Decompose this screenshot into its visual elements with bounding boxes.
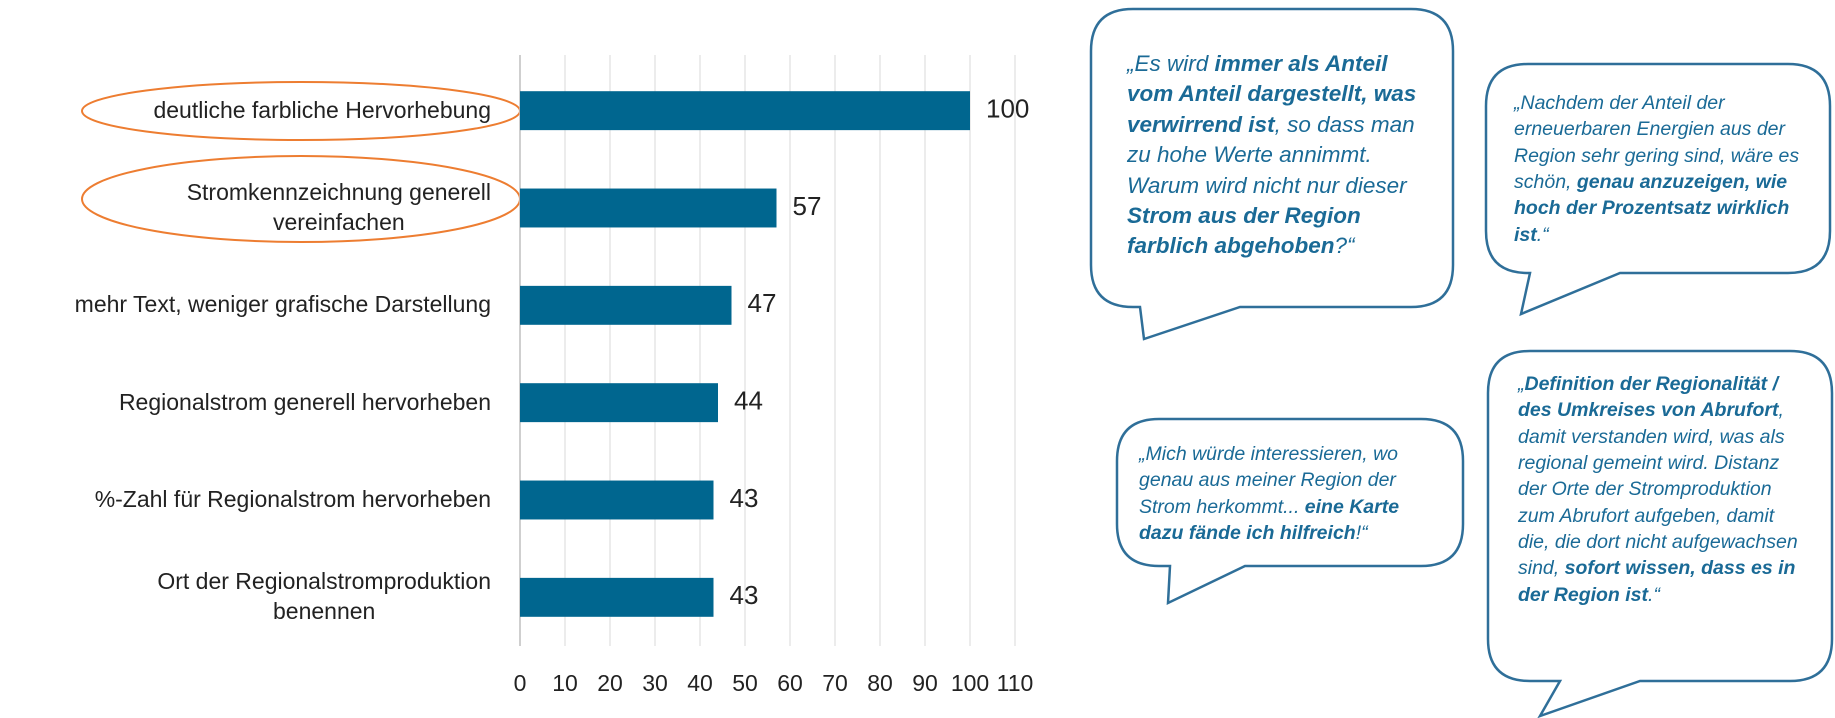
quote-text: .“ [1536, 223, 1549, 246]
x-tick-label: 70 [822, 670, 848, 696]
quote-emphasis: Strom aus der Region farblich abgehoben [1127, 202, 1361, 259]
value-label: 100 [986, 94, 1029, 124]
x-tick-label: 30 [642, 670, 668, 696]
quote-text: , so dass man zu hohe Werte annimmt. War… [1127, 111, 1415, 198]
quote: „Definition der Regionalität / des Umkre… [1518, 371, 1804, 608]
quote: „Mich würde interessieren, wo genau aus … [1139, 441, 1435, 546]
category-label: deutliche farbliche Hervorhebung [153, 96, 491, 123]
x-tick-label: 50 [732, 670, 758, 696]
x-tick-label: 0 [514, 670, 527, 696]
speech-bubble [1115, 417, 1465, 606]
quote-emphasis: Definition der Regionalität / des Umkrei… [1518, 373, 1779, 422]
quote: „Nachdem der Anteil der erneuerbaren Ene… [1514, 90, 1802, 248]
quote-text: „Nachdem der Anteil der erneuerbaren Ene… [1514, 92, 1800, 193]
quote-text: ?“ [1334, 233, 1355, 259]
category-label: Stromkennzeichnung generell vereinfachen [186, 179, 491, 235]
quote-text: !“ [1355, 521, 1368, 544]
value-label: 47 [748, 288, 777, 318]
quote: „Es wird immer als Anteil vom Anteil dar… [1127, 49, 1423, 262]
quote-text: „Es wird [1127, 51, 1215, 76]
quote-emphasis: eine Karte dazu fände ich hilfreich [1139, 495, 1400, 544]
x-tick-label: 20 [597, 670, 623, 696]
x-tick-label: 60 [777, 670, 803, 696]
bar [520, 383, 718, 423]
value-label: 43 [730, 483, 759, 513]
category-label: Ort der Regionalstromproduktion benennen [157, 568, 491, 625]
speech-bubble [1486, 349, 1834, 718]
category-label: %-Zahl für Regionalstrom hervorheben [94, 486, 491, 513]
category-label: mehr Text, weniger grafische Darstellung [74, 291, 491, 318]
x-tick-label: 10 [552, 670, 578, 696]
x-tick-label: 80 [867, 670, 893, 696]
bar [520, 285, 732, 325]
x-tick-label: 40 [687, 670, 713, 696]
quote-text: .“ [1648, 583, 1660, 606]
bar [520, 91, 970, 131]
quote-text: „Mich würde interessieren, wo genau aus … [1139, 443, 1399, 518]
bar [520, 480, 714, 520]
value-label: 57 [793, 191, 822, 221]
x-tick-label: 90 [912, 670, 938, 696]
speech-bubble [1484, 62, 1832, 317]
category-label: Regionalstrom generell hervorheben [118, 388, 491, 415]
speech-bubble [1089, 7, 1455, 341]
value-label: 43 [730, 580, 759, 610]
x-tick-label: 100 [951, 670, 989, 696]
quote-text: , damit verstanden wird, was als regiona… [1518, 399, 1798, 580]
quote-emphasis: genau anzuzeigen, wie hoch der Prozentsa… [1514, 170, 1790, 246]
value-label: 44 [734, 386, 763, 416]
bar [520, 188, 777, 228]
bar [520, 577, 714, 617]
quote-text: „ [1518, 373, 1525, 395]
quote-emphasis: sofort wissen, dass es in der Region ist [1518, 557, 1796, 606]
quote-emphasis: immer als Anteil vom Anteil dargestellt,… [1127, 51, 1417, 137]
x-tick-label: 110 [997, 670, 1034, 696]
